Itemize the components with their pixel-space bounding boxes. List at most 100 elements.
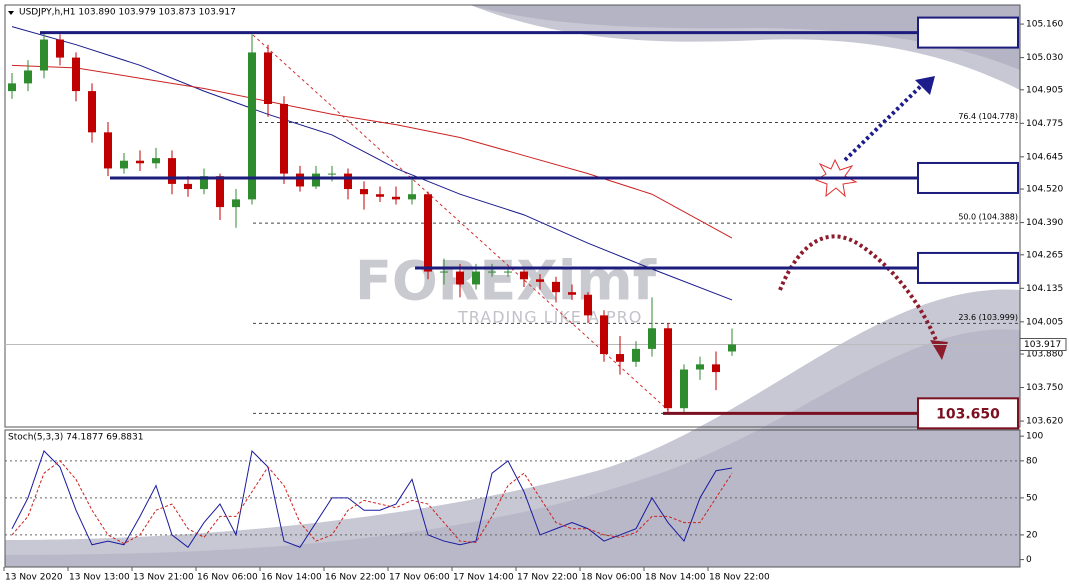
arrow-curve bbox=[778, 234, 940, 346]
candle-body bbox=[248, 52, 256, 200]
candle-body bbox=[216, 176, 224, 208]
candle-body bbox=[456, 271, 464, 285]
y-tick-label: 104.775 bbox=[1026, 119, 1063, 129]
candle-body bbox=[344, 173, 352, 190]
x-tick-label: 16 Nov 22:00 bbox=[325, 573, 386, 583]
candle-body bbox=[696, 364, 704, 370]
candle-body bbox=[8, 83, 16, 92]
candle-body bbox=[504, 271, 512, 273]
candle-body bbox=[584, 294, 592, 316]
candle-body bbox=[312, 173, 320, 187]
y-tick-label: 104.265 bbox=[1026, 250, 1063, 260]
candle-body bbox=[632, 348, 640, 362]
moving-average bbox=[11, 26, 733, 301]
x-tick-label: 18 Nov 22:00 bbox=[709, 573, 770, 583]
candle-body bbox=[360, 189, 368, 195]
candle-body bbox=[408, 194, 416, 200]
candle-body bbox=[168, 158, 176, 184]
candle-body bbox=[728, 344, 736, 352]
x-tick-label: 18 Nov 14:00 bbox=[645, 573, 706, 583]
candle-body bbox=[440, 271, 448, 273]
candle-body bbox=[184, 183, 192, 190]
candle-body bbox=[264, 52, 272, 104]
watermark-tagline: TRADING LIKE A PRO bbox=[457, 308, 642, 327]
candle-body bbox=[280, 103, 288, 174]
candle-body bbox=[24, 70, 32, 84]
bg-shape bbox=[5, 329, 1020, 567]
level-label: 103.650 bbox=[936, 406, 1000, 422]
candle-body bbox=[664, 328, 672, 409]
stoch-line bbox=[11, 449, 733, 548]
main-frame bbox=[4, 4, 1021, 428]
candle-body bbox=[424, 194, 432, 272]
level-box bbox=[917, 397, 1019, 430]
candle-body bbox=[552, 281, 560, 293]
price-tag-label: 103.917 bbox=[1024, 340, 1061, 350]
level-box bbox=[917, 16, 1019, 49]
candle-body bbox=[600, 315, 608, 355]
candle-body bbox=[56, 39, 64, 58]
x-tick-label: 17 Nov 06:00 bbox=[389, 573, 450, 583]
candle-body bbox=[616, 354, 624, 362]
y-tick-label: 104.390 bbox=[1026, 218, 1063, 228]
arrow-up bbox=[843, 80, 927, 162]
candle-body bbox=[120, 160, 128, 169]
y-tick-label: 105.160 bbox=[1026, 20, 1063, 30]
price-tag bbox=[1019, 338, 1067, 352]
stoch-line bbox=[11, 460, 733, 545]
chart-header: USDJPY,h,H1 103.890 103.979 103.873 103.… bbox=[19, 8, 236, 18]
bg-shape bbox=[470, 5, 1020, 70]
fib-label: 76.4 (104.778) bbox=[958, 112, 1018, 121]
watermark-brand: FOREXimf bbox=[355, 250, 657, 313]
fib-label: 50.0 (104.388) bbox=[958, 213, 1018, 222]
stoch-tick-label: 20 bbox=[1026, 530, 1038, 540]
y-tick-label: 104.005 bbox=[1026, 317, 1063, 327]
candle-body bbox=[72, 57, 80, 92]
x-tick-label: 17 Nov 14:00 bbox=[453, 573, 514, 583]
x-tick-label: 13 Nov 2020 bbox=[5, 573, 63, 583]
y-tick-label: 104.645 bbox=[1026, 152, 1063, 162]
level-box bbox=[917, 161, 1019, 194]
x-tick-label: 16 Nov 14:00 bbox=[261, 573, 322, 583]
stoch-tick-label: 0 bbox=[1026, 555, 1032, 565]
fib-label: 23.6 (103.999) bbox=[958, 313, 1018, 322]
candle-body bbox=[568, 292, 576, 295]
candle-body bbox=[472, 271, 480, 285]
y-tick-label: 104.520 bbox=[1026, 185, 1063, 195]
y-tick-label: 105.030 bbox=[1026, 53, 1063, 63]
candle-body bbox=[536, 279, 544, 282]
candle-body bbox=[648, 328, 656, 349]
candle-body bbox=[152, 158, 160, 164]
x-tick-label: 18 Nov 06:00 bbox=[581, 573, 642, 583]
candle-body bbox=[136, 160, 144, 164]
x-tick-label: 13 Nov 21:00 bbox=[133, 573, 194, 583]
stoch-tick-label: 100 bbox=[1026, 432, 1043, 442]
y-tick-label: 104.905 bbox=[1026, 85, 1063, 95]
candle-body bbox=[104, 132, 112, 169]
candle-body bbox=[376, 194, 384, 197]
y-tick-label: 103.620 bbox=[1026, 417, 1063, 427]
x-tick-label: 13 Nov 13:00 bbox=[69, 573, 130, 583]
x-tick-label: 16 Nov 06:00 bbox=[197, 573, 258, 583]
candle-body bbox=[40, 39, 48, 71]
y-tick-label: 104.135 bbox=[1026, 284, 1063, 294]
menu-arrow bbox=[8, 11, 14, 15]
candle-body bbox=[296, 173, 304, 187]
stoch-tick-label: 80 bbox=[1026, 456, 1038, 466]
stoch-frame bbox=[4, 429, 1021, 568]
candle-body bbox=[712, 364, 720, 373]
candle-body bbox=[520, 271, 528, 280]
arrow-head bbox=[915, 76, 935, 95]
candle-body bbox=[232, 199, 240, 208]
y-tick-label: 103.880 bbox=[1026, 350, 1063, 360]
candle-body bbox=[328, 173, 336, 175]
candle-body bbox=[88, 91, 96, 133]
candle-body bbox=[392, 196, 400, 200]
candle-body bbox=[680, 369, 688, 409]
candle-body bbox=[488, 271, 496, 273]
x-tick-label: 17 Nov 22:00 bbox=[517, 573, 578, 583]
y-tick-label: 103.750 bbox=[1026, 383, 1063, 393]
stoch-title: Stoch(5,3,3) 74.1877 69.8831 bbox=[8, 433, 143, 443]
level-box bbox=[917, 251, 1019, 284]
